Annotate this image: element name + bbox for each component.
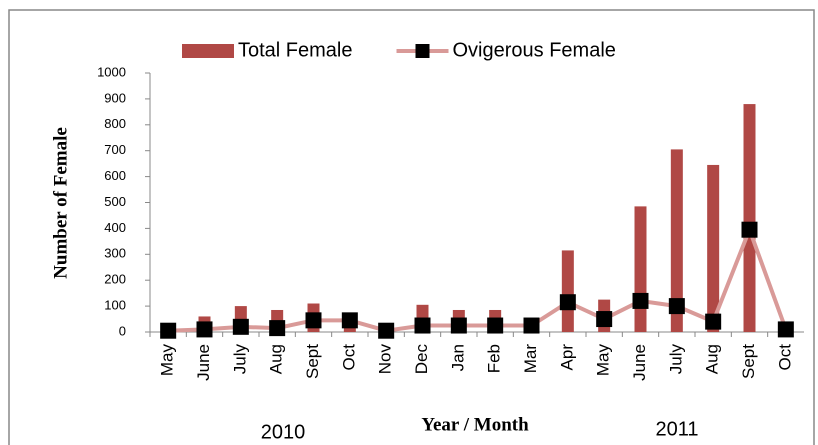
marker — [269, 320, 286, 337]
x-tick-label: Sept — [303, 344, 322, 379]
marker — [632, 292, 649, 309]
marker — [668, 298, 685, 315]
marker — [487, 317, 504, 334]
marker — [559, 294, 576, 311]
x-tick-label: May — [594, 344, 613, 377]
x-tick-label: Aug — [267, 344, 286, 374]
y-tick-label: 0 — [119, 323, 126, 338]
marker — [378, 322, 395, 339]
bar — [707, 164, 720, 332]
marker — [196, 321, 213, 338]
marker — [341, 312, 358, 329]
y-tick-label: 1000 — [97, 64, 126, 79]
x-tick-label: May — [158, 344, 177, 377]
legend-label: Total Female — [238, 39, 353, 61]
x-tick-label: Mar — [521, 344, 540, 374]
y-axis-title: Number of Female — [50, 127, 71, 279]
x-tick-label: Aug — [703, 344, 722, 374]
marker — [450, 317, 467, 334]
x-tick-label: June — [194, 344, 213, 381]
marker — [741, 221, 758, 238]
legend-swatch — [415, 44, 430, 58]
y-tick-label: 100 — [104, 298, 126, 313]
y-tick-label: 600 — [104, 168, 126, 183]
x-tick-label: Oct — [775, 344, 794, 371]
year-label: 2011 — [655, 418, 698, 440]
marker — [705, 313, 722, 330]
marker — [414, 317, 431, 334]
legend-label: Ovigerous Female — [453, 39, 616, 61]
y-tick-label: 900 — [104, 90, 126, 105]
marker — [523, 317, 540, 334]
bar — [634, 206, 647, 332]
marker — [232, 318, 249, 335]
legend-swatch — [182, 44, 234, 58]
chart-border — [8, 9, 815, 445]
y-tick-label: 300 — [104, 246, 126, 261]
bar — [561, 250, 574, 332]
y-tick-label: 400 — [104, 220, 126, 235]
marker — [305, 312, 322, 329]
y-tick-label: 800 — [104, 116, 126, 131]
x-tick-label: July — [666, 344, 685, 375]
x-tick-label: Dec — [412, 344, 431, 375]
x-tick-label: June — [630, 344, 649, 381]
marker — [596, 311, 613, 328]
x-tick-label: Jan — [448, 344, 467, 371]
x-tick-label: Nov — [376, 344, 395, 375]
marker — [160, 322, 177, 339]
y-tick-label: 700 — [104, 142, 126, 157]
x-tick-label: Sept — [739, 344, 758, 379]
marker — [777, 321, 794, 338]
bar — [670, 149, 683, 332]
x-tick-label: July — [230, 344, 249, 375]
x-tick-label: Oct — [339, 344, 358, 371]
y-tick-label: 200 — [104, 272, 126, 287]
x-tick-label: Feb — [485, 344, 504, 373]
x-axis-title: Year / Month — [421, 414, 529, 435]
y-tick-label: 500 — [104, 194, 126, 209]
year-label: 2010 — [261, 421, 306, 443]
x-tick-label: Apr — [557, 344, 576, 371]
bar — [743, 104, 756, 332]
